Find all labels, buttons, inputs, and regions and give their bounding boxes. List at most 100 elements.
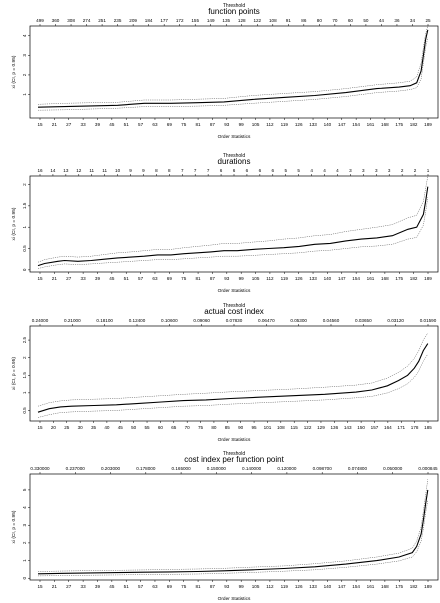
top-tick-label: 0.330000: [30, 466, 50, 471]
top-tick-label: 235: [114, 18, 122, 23]
x-tick-label: 75: [181, 584, 187, 589]
x-tick-label: 93: [224, 276, 230, 281]
x-tick-label: 168: [381, 584, 389, 589]
top-tick-label: 60: [348, 18, 354, 23]
top-tick-label: 0.120000: [277, 466, 297, 471]
y-tick-label: 2: [22, 183, 27, 186]
top-tick-label: 0.24000: [32, 318, 49, 323]
x-tick-label: 182: [410, 276, 418, 281]
x-tick-label: 65: [171, 425, 177, 430]
top-tick-label: 5: [284, 168, 287, 173]
x-tick-label: 108: [277, 425, 285, 430]
top-tick-label: 360: [52, 18, 60, 23]
x-tick-label: 105: [252, 122, 260, 127]
top-tick-label: 6: [220, 168, 223, 173]
top-tick-label: 6: [272, 168, 275, 173]
y-tick-label: 2: [22, 356, 27, 359]
series-line-estimate: [37, 29, 429, 108]
top-tick-label: 9: [142, 168, 145, 173]
y-tick-label: 1: [22, 559, 27, 562]
y-tick-label: 1.5: [22, 372, 27, 379]
top-tick-label: 0.165000: [172, 466, 192, 471]
top-tick-label: 3: [362, 168, 365, 173]
x-tick-label: 126: [295, 584, 303, 589]
x-tick-label: 140: [324, 276, 332, 281]
x-tick-label: 81: [196, 276, 202, 281]
x-tick-label: 81: [196, 122, 202, 127]
x-tick-label: 93: [224, 584, 230, 589]
x-tick-label: 75: [181, 276, 187, 281]
x-tick-label: 168: [381, 122, 389, 127]
x-tick-label: 182: [410, 584, 418, 589]
y-tick-label: 0.5: [22, 245, 27, 252]
x-tick-label: 75: [198, 425, 204, 430]
y-tick-label: 2: [22, 541, 27, 544]
x-tick-label: 15: [37, 425, 43, 430]
top-tick-label: 12: [76, 168, 82, 173]
x-tick-label: 157: [371, 425, 379, 430]
x-tick-label: 119: [281, 122, 289, 127]
x-tick-label: 126: [295, 276, 303, 281]
x-tick-label: 185: [424, 425, 432, 430]
top-tick-label: 9: [129, 168, 132, 173]
top-tick-label: 7: [194, 168, 197, 173]
top-tick-label: 4: [336, 168, 339, 173]
y-tick-label: 1: [22, 93, 27, 96]
top-tick-label: 7: [207, 168, 210, 173]
top-tick-label: 308: [67, 18, 75, 23]
x-tick-label: 69: [167, 122, 173, 127]
series-line-estimate: [37, 489, 429, 575]
top-tick-label: 0.098700: [313, 466, 333, 471]
x-tick-label: 27: [66, 122, 72, 127]
x-tick-label: 20: [51, 425, 57, 430]
top-tick-label: 86: [301, 18, 307, 23]
x-tick-label: 147: [338, 122, 346, 127]
x-tick-label: 57: [138, 584, 144, 589]
x-tick-label: 51: [124, 276, 130, 281]
x-tick-label: 15: [37, 584, 43, 589]
top-tick-label: 3: [375, 168, 378, 173]
top-tick-label: 128: [238, 18, 246, 23]
top-tick-label: 0.05300: [290, 318, 307, 323]
top-tick-label: 499: [36, 18, 44, 23]
chart-title: cost index per function point: [184, 455, 284, 464]
x-tick-label: 182: [410, 122, 418, 127]
top-tick-label: 8: [155, 168, 158, 173]
x-tick-label: 50: [131, 425, 137, 430]
x-tick-label: 51: [124, 584, 130, 589]
series-line-upper: [37, 25, 429, 105]
top-tick-label: 11: [89, 168, 94, 173]
top-tick-label: 108: [269, 18, 277, 23]
x-tick-label: 101: [264, 425, 272, 430]
x-tick-label: 15: [37, 122, 43, 127]
x-tick-label: 147: [338, 584, 346, 589]
x-tick-label: 150: [357, 425, 365, 430]
y-axis-label: xi (CI, p = 0.95): [11, 510, 17, 543]
x-tick-label: 154: [352, 122, 360, 127]
x-tick-label: 161: [367, 122, 375, 127]
x-tick-label: 175: [395, 276, 403, 281]
top-tick-label: 0.12400: [129, 318, 146, 323]
top-tick-label: 274: [83, 18, 91, 23]
top-tick-label: 5: [297, 168, 300, 173]
top-tick-label: 0.203000: [101, 466, 121, 471]
top-tick-label: 0.178000: [136, 466, 156, 471]
x-tick-label: 133: [309, 584, 317, 589]
top-tick-label: 0.150000: [207, 466, 227, 471]
y-tick-label: 3: [22, 54, 27, 57]
x-tick-label: 87: [210, 584, 216, 589]
x-tick-label: 189: [424, 584, 432, 589]
top-tick-label: 0.140000: [242, 466, 262, 471]
x-tick-label: 25: [64, 425, 70, 430]
x-tick-label: 87: [210, 276, 216, 281]
x-axis-label: Order Statistics: [218, 288, 251, 294]
top-axis-title: Threshold: [223, 3, 245, 9]
x-tick-label: 21: [52, 122, 58, 127]
x-tick-label: 40: [104, 425, 110, 430]
x-tick-label: 161: [367, 584, 375, 589]
top-tick-label: 0.03120: [387, 318, 404, 323]
y-tick-label: 1: [22, 391, 27, 394]
